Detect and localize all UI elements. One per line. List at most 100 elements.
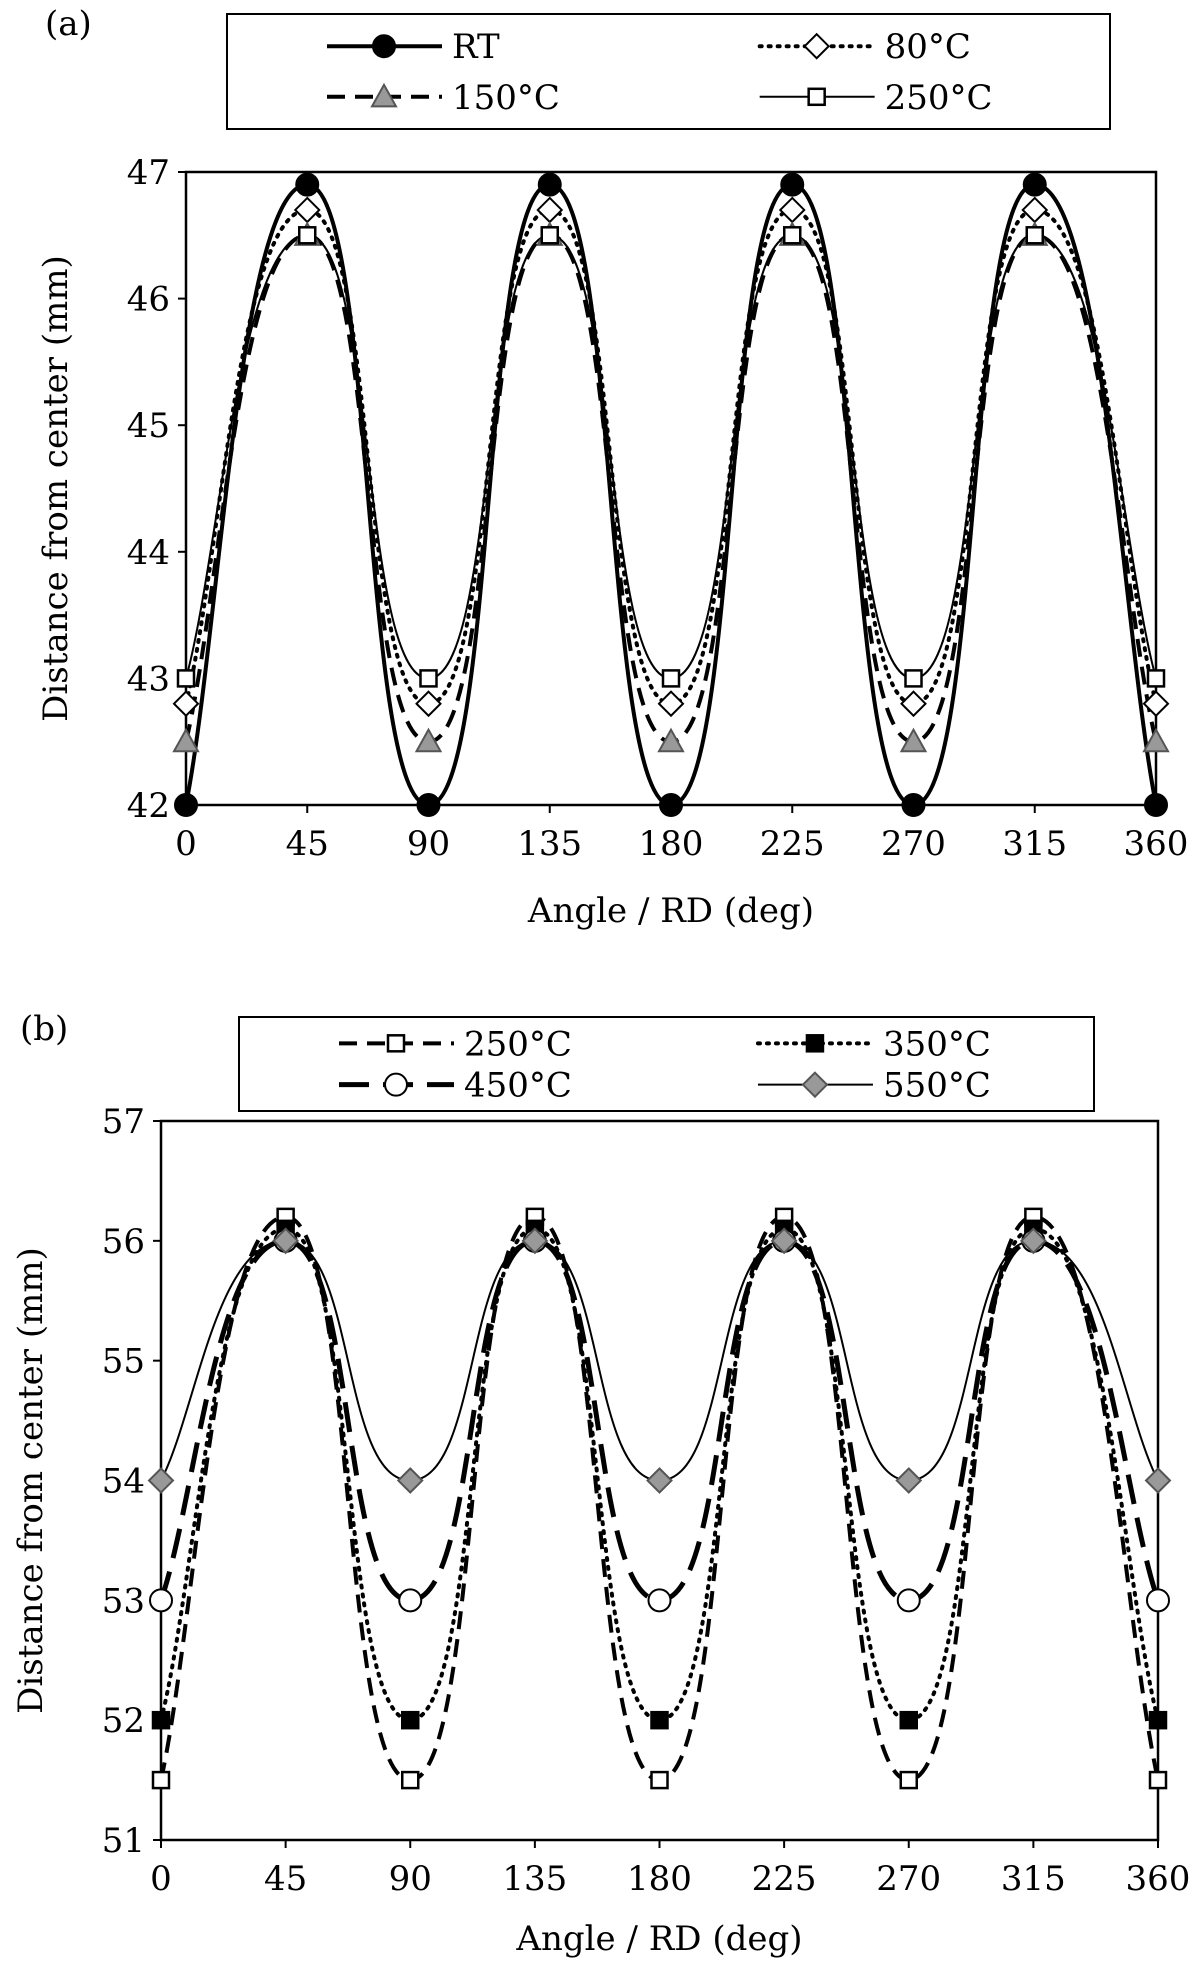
series-line-1 — [159, 1214, 1160, 1783]
y-tick-label: 47 — [127, 153, 170, 193]
y-tick-label: 54 — [102, 1462, 145, 1502]
legend-marker — [807, 87, 826, 107]
series-line-4 — [160, 1239, 1159, 1482]
data-point — [174, 793, 198, 817]
x-tick-label: 90 — [389, 1859, 432, 1899]
series-markers-1 — [174, 172, 1168, 817]
legend-label: 550°C — [883, 1066, 991, 1106]
data-point — [1148, 1710, 1168, 1730]
legend-label: 350°C — [883, 1024, 991, 1064]
legend-marker — [370, 82, 398, 108]
x-tick-label: 270 — [876, 1859, 941, 1899]
x-tick-label: 225 — [752, 1859, 817, 1899]
data-point — [151, 1770, 171, 1790]
series-markers-4 — [147, 1227, 1172, 1494]
data-point — [1019, 1227, 1047, 1255]
y-tick-label: 44 — [127, 533, 170, 573]
x-tick-label: 0 — [150, 1859, 172, 1899]
data-point — [272, 1227, 300, 1255]
y-tick-label: 42 — [127, 786, 170, 826]
x-tick-label: 45 — [286, 824, 329, 864]
data-point — [293, 196, 321, 224]
legend-box — [226, 13, 1111, 130]
legend-marker — [372, 34, 396, 59]
series-line-2 — [184, 207, 1158, 706]
x-tick-label: 0 — [175, 824, 197, 864]
y-tick-label: 51 — [102, 1821, 145, 1861]
data-point — [661, 669, 681, 688]
data-point — [899, 727, 928, 753]
data-point — [537, 172, 562, 197]
data-point — [896, 1588, 921, 1613]
data-point — [521, 1227, 549, 1255]
data-point — [176, 669, 196, 688]
data-point — [901, 793, 926, 817]
legend-label: 250°C — [464, 1024, 572, 1064]
data-point — [1146, 1588, 1170, 1613]
y-tick-label: 57 — [102, 1102, 145, 1142]
panel-label: (a) — [45, 4, 92, 44]
data-point — [1025, 226, 1044, 245]
y-tick-label: 52 — [102, 1701, 145, 1741]
legend-marker — [384, 1072, 408, 1097]
x-tick-label: 270 — [881, 824, 946, 864]
data-point — [778, 196, 806, 224]
legend-marker — [805, 1034, 825, 1053]
data-point — [1021, 196, 1049, 224]
data-point — [895, 1467, 923, 1494]
series-markers-4 — [176, 226, 1166, 688]
x-axis-label: Angle / RD (deg) — [527, 891, 814, 931]
y-axis-label: Distance from center (mm) — [36, 255, 76, 722]
x-tick-label: 360 — [1126, 1859, 1191, 1899]
series-line-3 — [184, 233, 1158, 744]
x-tick-label: 360 — [1124, 824, 1189, 864]
series-line-4 — [185, 234, 1157, 680]
series-markers-2 — [172, 196, 1170, 718]
panel-b: (b) 51 52 53 54 55 56 57 0 45 90 135 180 225 270 315 360… — [11, 1009, 1190, 1959]
legend-marker — [803, 32, 831, 60]
series-line-3 — [158, 1238, 1161, 1603]
data-point — [650, 1770, 669, 1790]
y-tick-label: 55 — [102, 1342, 145, 1382]
data-point — [416, 793, 441, 817]
y-tick-label: 43 — [127, 659, 170, 699]
legend-marker — [386, 1034, 406, 1053]
data-point — [1146, 669, 1166, 688]
series-line-2 — [159, 1226, 1160, 1723]
x-tick-label: 90 — [407, 824, 450, 864]
x-tick-label: 225 — [760, 824, 825, 864]
data-point — [1022, 172, 1047, 197]
data-point — [657, 690, 685, 718]
data-point — [1142, 727, 1170, 753]
data-point — [899, 1770, 918, 1790]
x-tick-label: 45 — [264, 1859, 307, 1899]
data-point — [1142, 690, 1170, 718]
data-point — [904, 669, 923, 688]
data-point — [151, 1710, 171, 1730]
data-point — [147, 1467, 175, 1494]
data-point — [657, 727, 685, 753]
data-point — [1144, 1467, 1172, 1494]
data-point — [401, 1710, 420, 1730]
x-tick-label: 315 — [1002, 824, 1067, 864]
data-point — [1148, 1770, 1168, 1790]
legend-box — [238, 1016, 1095, 1112]
data-point — [646, 1467, 673, 1494]
y-axis-label: Distance from center (mm) — [11, 1247, 51, 1714]
legend-label: 250°C — [885, 78, 993, 118]
data-point — [1144, 793, 1168, 817]
legend-label: 450°C — [464, 1066, 572, 1106]
data-point — [650, 1710, 669, 1730]
data-point — [419, 669, 438, 688]
data-point — [172, 690, 200, 718]
legend-marker — [801, 1071, 829, 1099]
data-point — [783, 226, 802, 245]
data-point — [414, 727, 443, 753]
x-axis-label: Angle / RD (deg) — [515, 1919, 802, 1959]
data-point — [540, 226, 559, 245]
panel-label: (b) — [20, 1009, 68, 1049]
legend-label: 150°C — [452, 78, 560, 118]
x-tick-label: 315 — [1001, 1859, 1066, 1899]
y-tick-label: 56 — [102, 1222, 145, 1262]
